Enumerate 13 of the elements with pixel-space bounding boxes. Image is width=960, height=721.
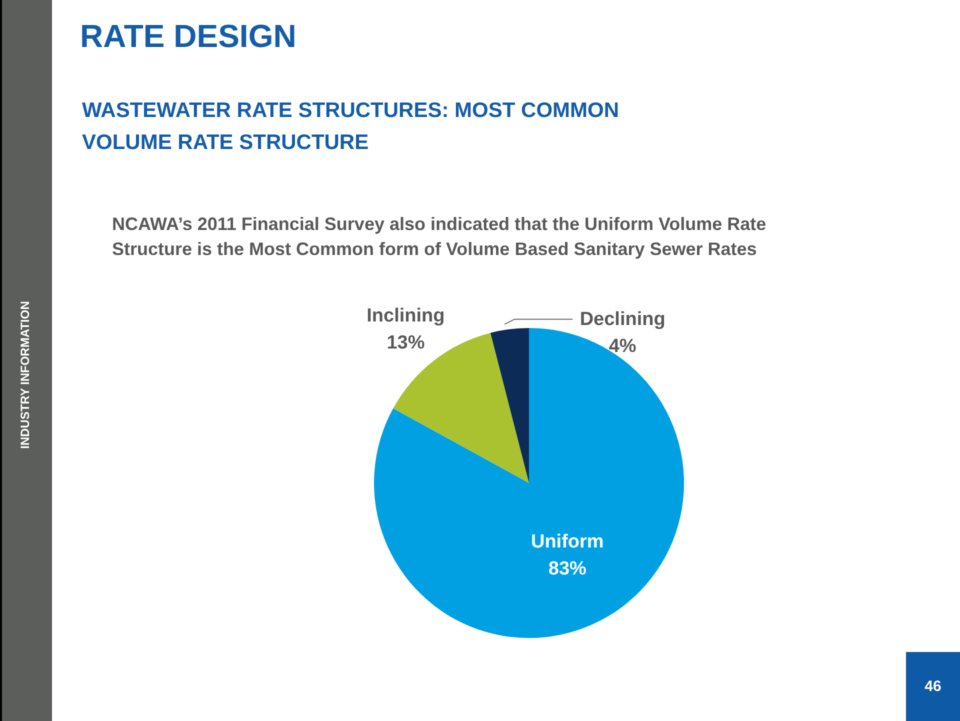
text: NCAWA’s 2011 Financial Survey also indicated that the Uniform Volume Rate Structure is the Most Common form of Volume Based Sanitary Sewer Rates — [112, 213, 768, 261]
slice-label: Declining — [580, 309, 666, 330]
chart-title: RATE DESIGN — [80, 18, 296, 55]
data-label: 83% — [548, 558, 587, 580]
text: INDUSTRY INFORMATION — [18, 301, 32, 449]
chart-subtitle: WASTEWATER RATE STRUCTURES: MOST COMMON VOLUME RATE STRUCTURE — [82, 98, 620, 156]
slice-label: Inclining — [366, 306, 445, 326]
slice-label: Uniform — [530, 531, 604, 552]
pie-slice — [374, 328, 684, 638]
text: 46 — [906, 652, 960, 721]
pie-slice — [490, 328, 529, 483]
data-label: 4% — [608, 336, 636, 358]
data-label: 13% — [386, 332, 425, 354]
